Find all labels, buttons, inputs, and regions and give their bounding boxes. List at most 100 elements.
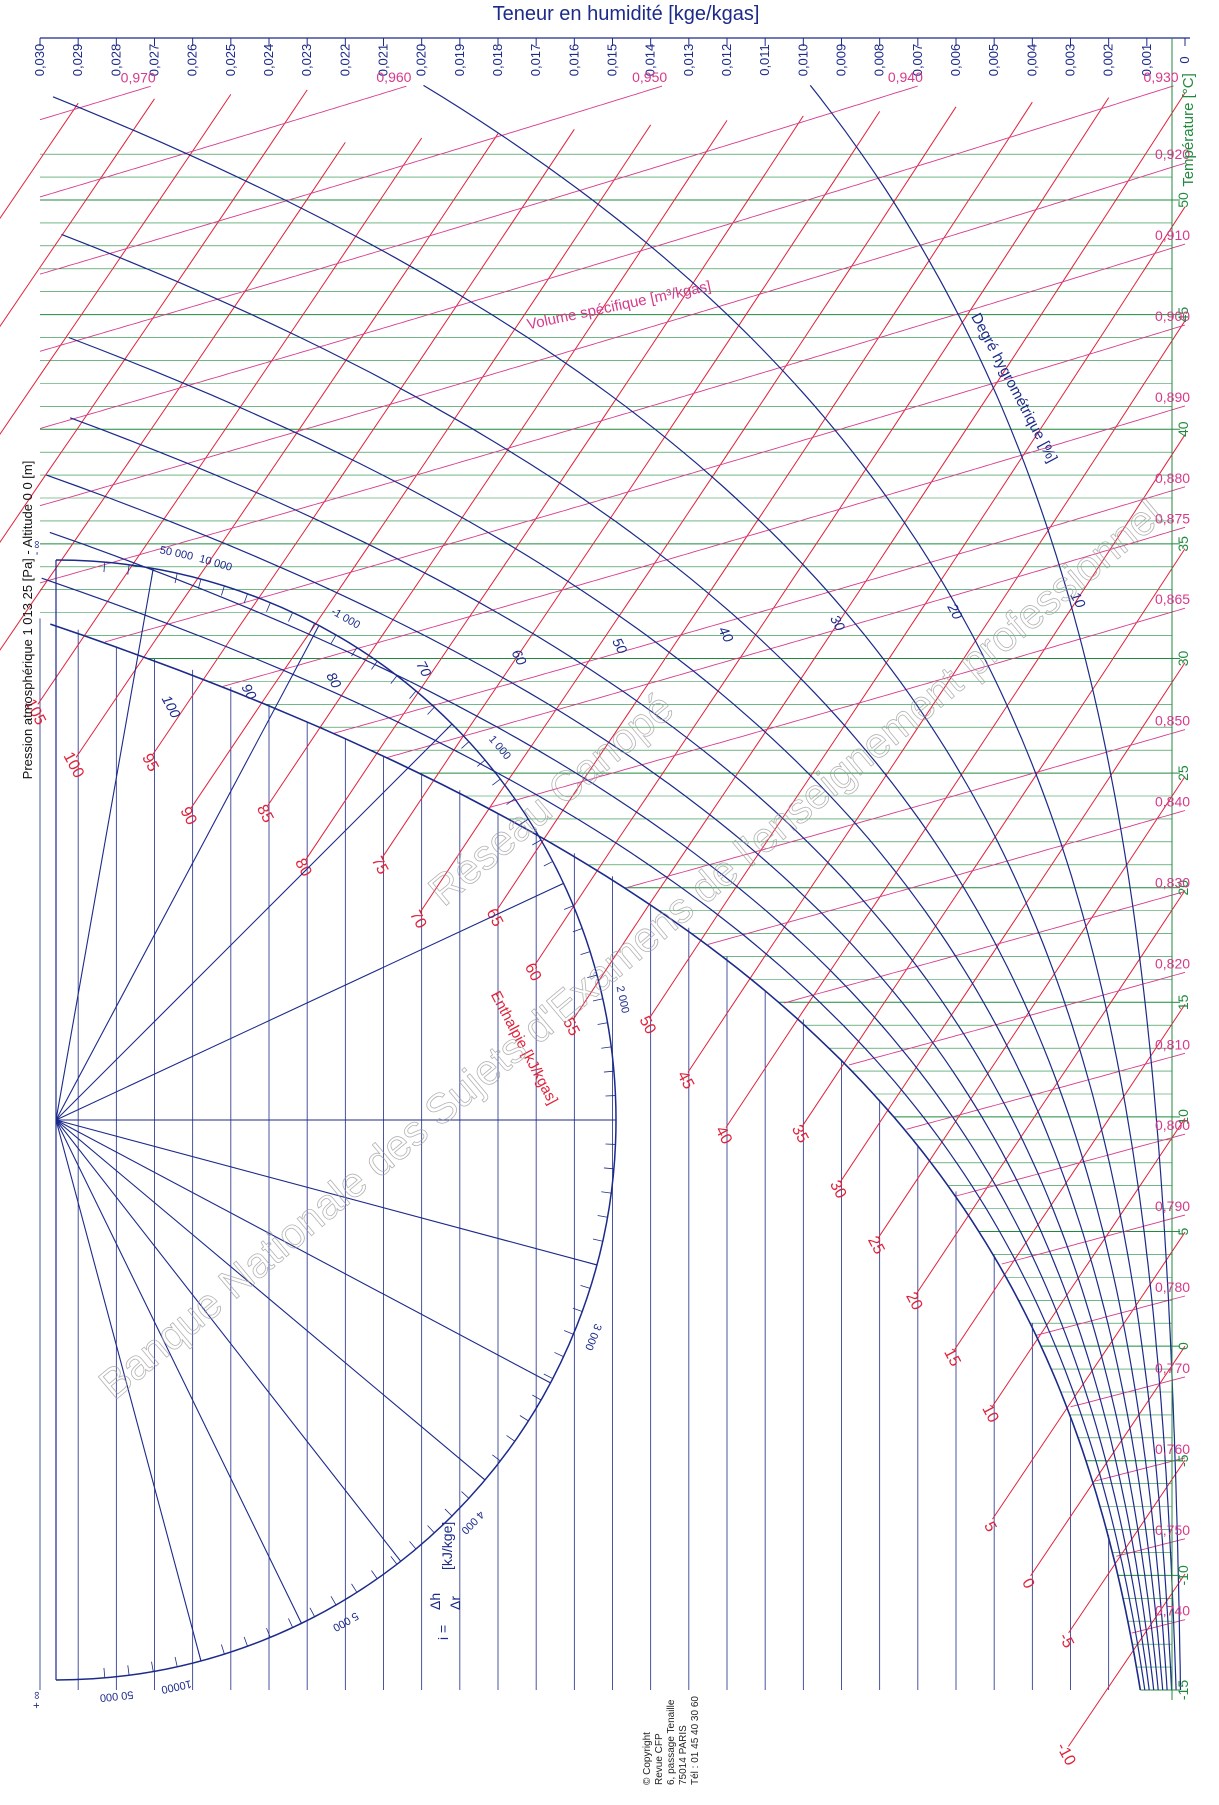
specific-volume-tick-label: 0,950: [632, 69, 667, 85]
humidity-tick-label: 0,003: [1063, 44, 1078, 77]
enthalpy-line: [0, 142, 346, 651]
rh-curve: [69, 417, 1159, 1691]
copyright-line-2: Revue CFP: [654, 1733, 665, 1785]
protractor-tick: [309, 623, 315, 633]
rh-label: 90: [239, 681, 261, 702]
humidity-tick-label: 0,017: [528, 44, 543, 77]
protractor-ray: [55, 568, 154, 1121]
temperature-tick-label: 5: [1175, 1227, 1191, 1235]
temperature-tick-label: 20: [1175, 880, 1191, 896]
copyright-line-3: 6, passage Tenaille: [666, 1699, 677, 1785]
protractor-tick: [371, 661, 378, 670]
specific-volume-tick-label: 0,875: [1155, 510, 1190, 526]
enthalpy-tick-label: 75: [368, 854, 391, 878]
protractor-tick: [603, 1070, 614, 1073]
specific-volume-line: [707, 810, 1186, 945]
humidity-tick-label: 0,024: [261, 44, 276, 77]
protractor-tick: [351, 1583, 358, 1593]
humidity-tick-label: 0,016: [566, 44, 581, 77]
rh-curve: [68, 336, 1164, 1691]
humidity-tick-label: 0,022: [337, 44, 352, 77]
enthalpy-line: [725, 434, 1186, 1128]
enthalpy-tick-label: 15: [940, 1346, 963, 1370]
specific-volume-tick-label: 0,940: [888, 69, 923, 85]
enthalpy-tick-label: 85: [253, 802, 276, 826]
humidity-tick-label: 0,009: [834, 44, 849, 77]
humidity-tick-label: 0,029: [70, 44, 85, 77]
protractor-tick: [461, 1491, 470, 1499]
rh-curve: [41, 577, 1146, 1691]
protractor-tick: [580, 951, 591, 955]
enthalpy-line: [534, 97, 1110, 965]
enthalpy-line: [37, 137, 423, 705]
protractor-tick: [427, 1525, 435, 1534]
protractor-tick: [444, 1508, 453, 1517]
humidity-tick-label: 0,006: [948, 44, 963, 77]
rh-curve: [61, 233, 1168, 1691]
protractor-tick: [532, 839, 542, 846]
enthalpy-tick-label: 35: [788, 1122, 811, 1146]
rh-label: 10: [1068, 589, 1090, 610]
specific-volume-line: [333, 486, 1186, 734]
enthalpy-line: [381, 111, 881, 858]
rh-label: 40: [715, 624, 737, 645]
specific-volume-tick-label: 0,900: [1155, 308, 1190, 324]
specific-volume-tick-label: 0,970: [121, 69, 156, 85]
protractor-tick: [288, 1618, 294, 1628]
protractor-tick: [532, 1394, 542, 1401]
copyright-block: © Copyright Revue CFP 6, passage Tenaill…: [642, 1696, 701, 1785]
temperature-tick-label: 50: [1175, 192, 1191, 208]
specific-volume-tick-label: 0,960: [376, 69, 411, 85]
enthalpy-tick-label: 70: [406, 908, 429, 932]
specific-volume-tick-label: 0,840: [1155, 793, 1190, 809]
protractor-tick: [563, 905, 574, 910]
rh-label: 20: [944, 600, 966, 622]
rh-curve: [809, 85, 1182, 1691]
protractor-tick: [492, 1454, 501, 1462]
protractor-tick: [461, 741, 470, 749]
enthalpy-line: [687, 320, 1186, 1073]
protractor-tick: [427, 706, 435, 715]
specific-volume-tick-label: 0,740: [1155, 1603, 1190, 1619]
copyright-line-1: © Copyright: [642, 1732, 653, 1785]
temperature-tick-label: -5: [1175, 1454, 1191, 1467]
enthalpy-tick-label: 50: [636, 1013, 659, 1037]
enthalpy-line: [916, 890, 1186, 1294]
protractor-tick: [506, 798, 515, 805]
enthalpy-line: [1030, 1345, 1186, 1577]
protractor-tick: [221, 585, 225, 596]
specific-volume-tick-label: 0,930: [1144, 69, 1179, 85]
specific-volume-line: [784, 890, 1186, 1004]
enthalpy-tick-label: 20: [902, 1289, 925, 1313]
protractor-tick: [580, 1285, 591, 1289]
specific-volume-line: [848, 971, 1186, 1066]
humidity-tick-label: 0,027: [147, 44, 162, 77]
protractor-tick: [572, 928, 583, 933]
humidity-tick-label: 0,011: [757, 44, 772, 76]
rh-curve: [46, 474, 1155, 1691]
specific-volume-line: [387, 526, 1186, 758]
protractor-inf-top: - ∞: [31, 541, 43, 556]
protractor-tick: [519, 1415, 529, 1422]
specific-volume-line: [39, 162, 1186, 507]
enthalpy-line: [573, 92, 1186, 1020]
humidity-tick-label: 0,028: [108, 44, 123, 77]
humidity-tick-label: 0,008: [872, 44, 887, 77]
specific-volume-line: [1036, 1295, 1186, 1336]
humidity-tick-label: 0,030: [32, 44, 47, 77]
enthalpy-layer: [0, 89, 1186, 1747]
humidity-tick-label: 0,014: [643, 44, 658, 77]
protractor-tick: [592, 1238, 603, 1242]
enthalpy-line: [75, 133, 499, 758]
protractor-tick: [127, 564, 130, 575]
specific-volume-tick-label: 0,880: [1155, 470, 1190, 486]
protractor-tick: [409, 1541, 417, 1550]
protractor-ray: [55, 723, 453, 1121]
specific-volume-tick-label: 0,820: [1155, 955, 1190, 971]
protractor-tick: [243, 593, 248, 604]
enthalpy-tick-label: 30: [826, 1178, 849, 1202]
protractor-tick: [492, 778, 501, 786]
enthalpy-tick-label: 65: [483, 906, 506, 930]
